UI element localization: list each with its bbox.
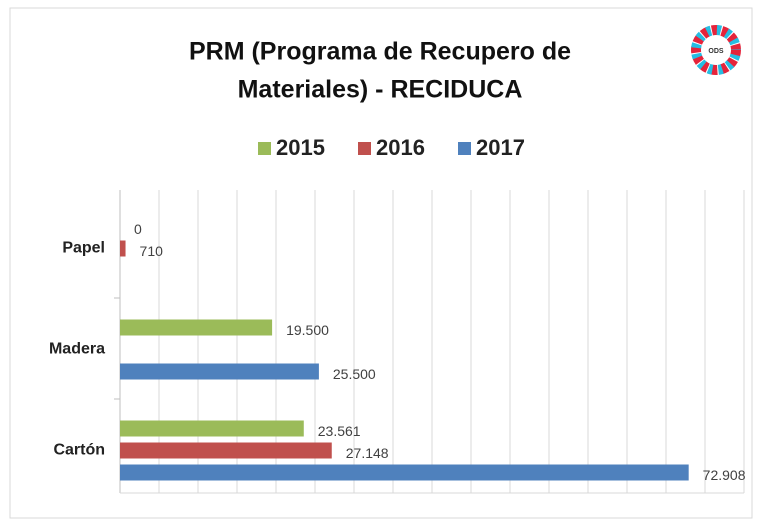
data-label: 710 bbox=[140, 243, 164, 259]
legend-swatch bbox=[458, 142, 471, 155]
chart-title: Materiales) - RECIDUCA bbox=[238, 76, 523, 104]
data-label: 27.148 bbox=[346, 445, 389, 461]
bar bbox=[120, 464, 689, 481]
bar bbox=[120, 363, 319, 380]
data-label: 25.500 bbox=[333, 366, 376, 382]
bar bbox=[120, 442, 332, 459]
data-label: 72.908 bbox=[703, 467, 746, 483]
bar bbox=[120, 420, 304, 437]
y-tick-label: Papel bbox=[62, 240, 105, 257]
logo-ring bbox=[691, 25, 741, 75]
legend-label: 2015 bbox=[276, 135, 325, 160]
bar bbox=[120, 319, 273, 336]
legend-swatch bbox=[358, 142, 371, 155]
legend-label: 2017 bbox=[476, 135, 525, 160]
logo-center bbox=[703, 37, 729, 63]
legend-label: 2016 bbox=[376, 135, 425, 160]
chart-title: PRM (Programa de Recupero de bbox=[189, 38, 571, 66]
logo: ODS bbox=[691, 25, 741, 75]
y-tick-label: Madera bbox=[49, 341, 105, 358]
data-label: 23.561 bbox=[318, 423, 361, 439]
data-label: 0 bbox=[134, 221, 142, 237]
y-tick-label: Cartón bbox=[53, 442, 105, 459]
logo-text: ODS bbox=[708, 48, 724, 55]
legend-swatch bbox=[258, 142, 271, 155]
bar bbox=[120, 240, 126, 257]
data-label: 19.500 bbox=[286, 322, 329, 338]
